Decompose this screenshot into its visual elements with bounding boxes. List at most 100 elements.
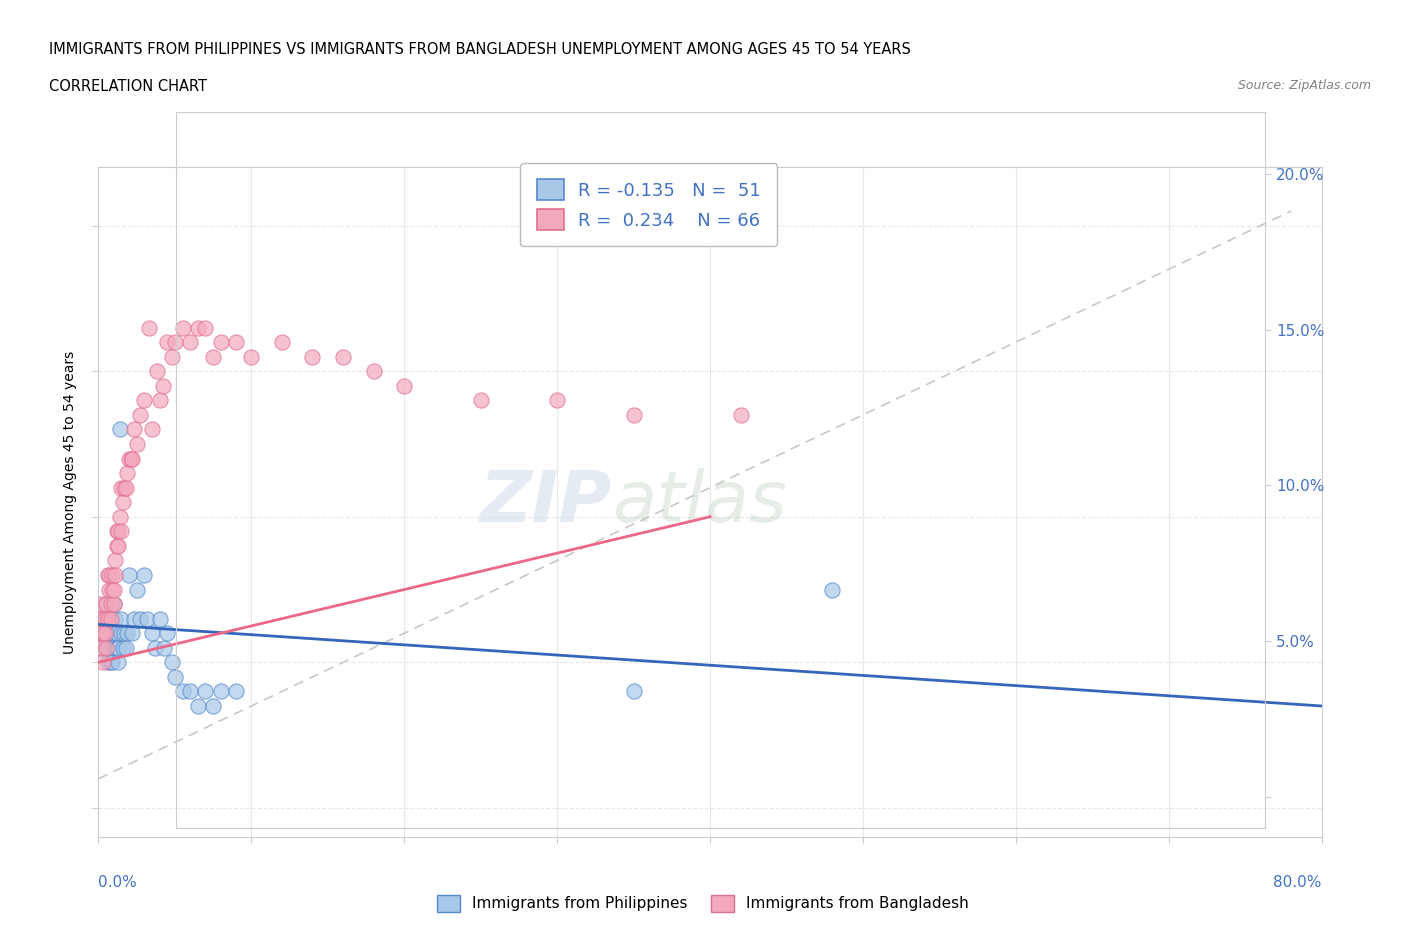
Point	[183, 493, 205, 508]
Point	[231, 307, 253, 322]
Point	[246, 291, 269, 306]
Point	[188, 618, 211, 632]
Point	[186, 462, 209, 477]
Point	[177, 633, 200, 648]
Point	[180, 587, 202, 602]
Text: CORRELATION CHART: CORRELATION CHART	[49, 79, 207, 94]
Point	[215, 618, 238, 632]
Y-axis label: Unemployment Among Ages 45 to 54 years: Unemployment Among Ages 45 to 54 years	[63, 318, 77, 621]
Point	[226, 291, 249, 306]
Point	[356, 307, 378, 322]
Point	[165, 587, 187, 602]
Point	[232, 649, 254, 664]
Text: ZIP: ZIP	[501, 435, 633, 504]
Point	[224, 618, 246, 632]
Point	[169, 603, 191, 618]
Point	[167, 618, 190, 632]
Point	[737, 369, 759, 384]
Point	[195, 587, 218, 602]
Point	[190, 432, 212, 446]
Point	[172, 618, 194, 632]
Point	[172, 571, 194, 586]
Text: IMMIGRANTS FROM PHILIPPINES VS IMMIGRANTS FROM BANGLADESH UNEMPLOYMENT AMONG AGE: IMMIGRANTS FROM PHILIPPINES VS IMMIGRANT…	[49, 42, 911, 57]
Point	[205, 353, 228, 368]
Point	[641, 369, 664, 384]
Text: 0.0%: 0.0%	[176, 869, 215, 883]
Point	[260, 275, 283, 290]
Point	[180, 525, 202, 539]
Point	[172, 603, 194, 618]
Point	[219, 587, 242, 602]
Legend: R = -0.135   N =  51, R =  0.234    N = 66: R = -0.135 N = 51, R = 0.234 N = 66	[537, 106, 794, 190]
Point	[301, 307, 323, 322]
Point	[198, 400, 221, 415]
Point	[212, 603, 235, 618]
Point	[219, 353, 242, 368]
Point	[217, 322, 239, 337]
Point	[167, 587, 190, 602]
Text: Source: ZipAtlas.com: Source: ZipAtlas.com	[1237, 79, 1371, 92]
Point	[253, 275, 276, 290]
Point	[170, 587, 193, 602]
Point	[193, 416, 215, 431]
Point	[382, 307, 405, 322]
Point	[166, 603, 188, 618]
Point	[186, 587, 208, 602]
Point	[179, 571, 201, 586]
Point	[195, 384, 218, 399]
Point	[177, 540, 200, 555]
Point	[172, 618, 194, 632]
Legend: Immigrants from Philippines, Immigrants from Bangladesh: Immigrants from Philippines, Immigrants …	[432, 889, 974, 918]
Point	[167, 618, 190, 632]
Point	[183, 633, 205, 648]
Point	[818, 555, 841, 570]
Point	[274, 291, 297, 306]
Point	[183, 618, 205, 632]
Point	[176, 603, 198, 618]
Point	[184, 478, 207, 493]
Point	[179, 603, 201, 618]
Point	[174, 540, 197, 555]
Point	[174, 618, 197, 632]
Point	[287, 665, 309, 680]
Point	[201, 587, 224, 602]
Point	[201, 369, 224, 384]
Point	[181, 493, 204, 508]
Point	[177, 555, 200, 570]
Point	[183, 509, 205, 524]
Point	[267, 307, 290, 322]
Point	[409, 322, 432, 337]
Point	[194, 603, 217, 618]
Point	[198, 555, 221, 570]
Point	[186, 618, 209, 632]
Point	[239, 275, 262, 290]
Point	[173, 587, 195, 602]
Point	[176, 633, 198, 648]
Point	[174, 587, 197, 602]
Point	[190, 603, 212, 618]
Point	[174, 555, 197, 570]
Point	[205, 540, 228, 555]
Point	[180, 618, 202, 632]
Point	[191, 540, 214, 555]
Point	[641, 665, 664, 680]
Point	[170, 571, 193, 586]
Point	[208, 587, 231, 602]
Point	[169, 633, 191, 648]
Point	[180, 540, 202, 555]
Point	[184, 384, 207, 399]
Point	[231, 633, 253, 648]
Point	[274, 665, 297, 680]
Point	[170, 603, 193, 618]
Point	[176, 587, 198, 602]
Point	[173, 633, 195, 648]
Point	[328, 291, 350, 306]
Point	[186, 493, 208, 508]
Point	[166, 571, 188, 586]
Point	[186, 603, 208, 618]
Point	[186, 446, 208, 461]
Point	[574, 353, 596, 368]
Text: 80.0%: 80.0%	[1218, 869, 1265, 883]
Point	[176, 571, 198, 586]
Point	[177, 618, 200, 632]
